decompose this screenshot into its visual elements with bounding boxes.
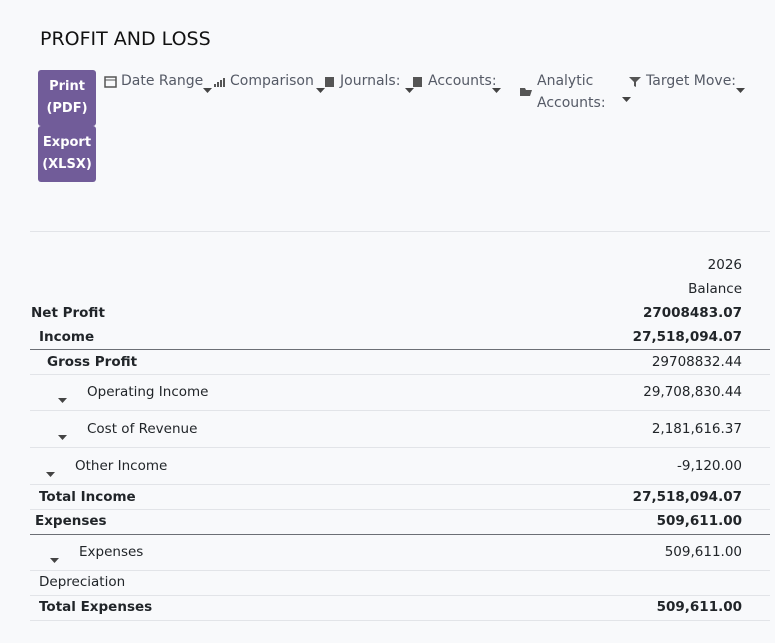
row-value: 2,181,616.37	[651, 421, 742, 437]
row-value: 27,518,094.07	[632, 329, 742, 345]
row-value: 29708832.44	[651, 354, 742, 370]
column-year: 2026	[707, 257, 742, 273]
export-button[interactable]: Export (XLSX)	[38, 126, 96, 182]
row-label[interactable]: Cost of Revenue	[87, 421, 198, 437]
row-divider	[30, 374, 770, 375]
row-label: Total Income	[39, 489, 136, 505]
row-divider	[30, 595, 770, 596]
filter-dropdown[interactable]: Journals:	[340, 73, 401, 89]
row-label[interactable]: Expenses	[79, 544, 144, 560]
dropdown-caret	[203, 79, 212, 93]
divider	[30, 231, 770, 232]
dropdown-caret	[405, 79, 414, 93]
row-label[interactable]: Operating Income	[87, 384, 209, 400]
row-value: 509,611.00	[656, 513, 742, 529]
dropdown-caret	[622, 88, 631, 102]
row-value: 509,611.00	[656, 599, 742, 615]
expand-caret	[58, 389, 67, 403]
row-divider	[30, 509, 770, 510]
filter-dropdown[interactable]: Comparison	[230, 73, 314, 89]
dropdown-caret	[736, 79, 745, 93]
row-label[interactable]: Other Income	[75, 458, 168, 474]
filter-icon	[629, 73, 642, 87]
row-value: -9,120.00	[677, 458, 742, 474]
dropdown-caret	[492, 79, 501, 93]
row-divider	[30, 484, 770, 485]
row-label: Net Profit	[31, 305, 105, 321]
filter-dropdown[interactable]: Accounts:	[428, 73, 497, 89]
filter-icon	[411, 73, 424, 87]
row-divider	[30, 349, 770, 350]
filter-icon	[213, 73, 226, 87]
row-value: 27,518,094.07	[632, 489, 742, 505]
row-label: Depreciation	[39, 574, 126, 590]
filter-dropdown[interactable]: Date Range	[121, 73, 204, 89]
filter-dropdown[interactable]: Analytic Accounts:	[537, 73, 606, 111]
row-divider	[30, 620, 770, 621]
row-label: Expenses	[35, 513, 107, 529]
row-divider	[30, 447, 770, 448]
report-title: PROFIT AND LOSS	[40, 28, 211, 50]
row-divider	[30, 534, 770, 535]
filter-dropdown[interactable]: Target Move:	[646, 73, 737, 89]
row-value: 27008483.07	[642, 305, 742, 321]
row-value: 29,708,830.44	[643, 384, 742, 400]
row-label: Income	[39, 329, 95, 345]
filter-icon	[520, 82, 533, 96]
expand-caret	[46, 463, 55, 477]
print-button[interactable]: Print (PDF)	[38, 70, 96, 126]
dropdown-caret	[316, 79, 325, 93]
expand-caret	[58, 426, 67, 440]
row-label: Gross Profit	[47, 354, 138, 370]
filter-icon	[104, 73, 117, 88]
expand-caret	[50, 549, 59, 563]
row-divider	[30, 410, 770, 411]
row-value: 509,611.00	[664, 544, 742, 560]
row-divider	[30, 570, 770, 571]
filter-icon	[323, 73, 336, 87]
column-header: Balance	[688, 281, 742, 297]
row-label: Total Expenses	[39, 599, 153, 615]
